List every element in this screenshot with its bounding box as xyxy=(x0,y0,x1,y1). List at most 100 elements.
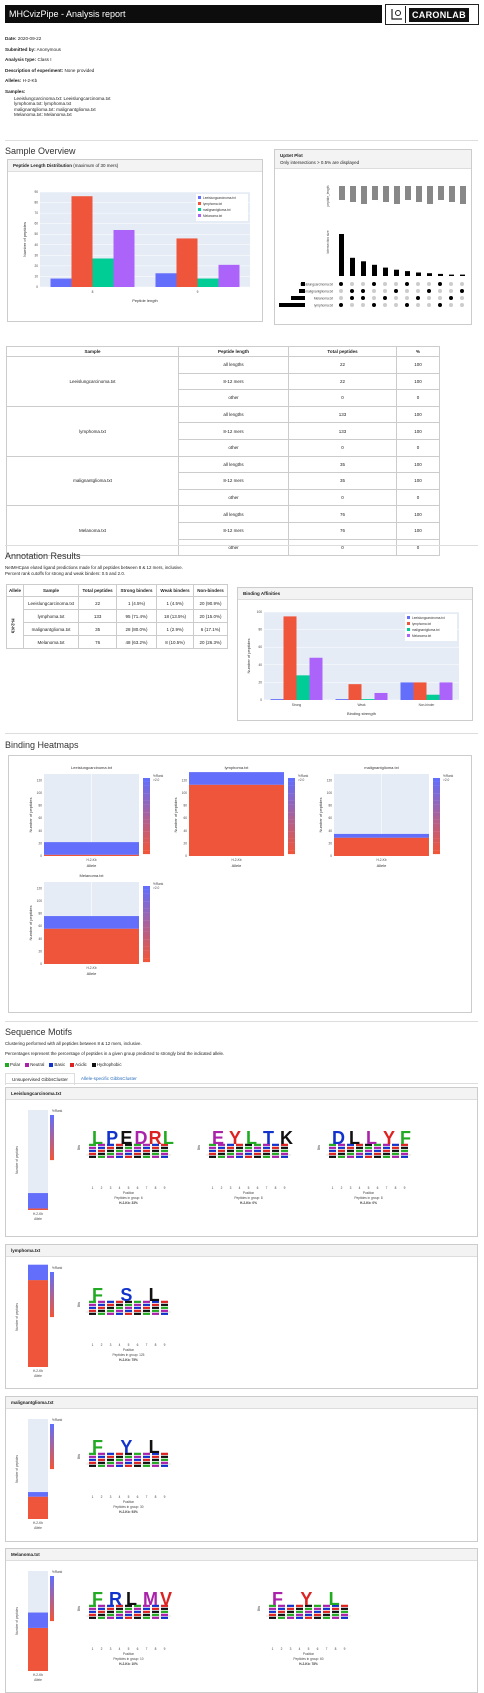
intersection-bar xyxy=(427,273,432,276)
logo-position-tick: 9 xyxy=(404,1186,406,1190)
logo-stack-mark xyxy=(152,1155,159,1158)
colorbar-segment xyxy=(50,1127,54,1131)
colorbar-segment xyxy=(288,827,295,832)
logo-stack-mark xyxy=(227,1149,234,1152)
report-metadata: Date: 2020-09-22 Submitted by: Anonymous… xyxy=(5,36,475,118)
col-header: Sample xyxy=(23,584,80,597)
logo-position-tick: 3 xyxy=(290,1647,292,1651)
logo-letter: Y xyxy=(229,1128,241,1148)
logo-stack-mark xyxy=(218,1146,225,1149)
motif-desc-line: Percentages represent the percentage of … xyxy=(5,1050,225,1056)
matrix-dot xyxy=(438,296,442,300)
logo-stack-mark xyxy=(341,1616,348,1619)
annotation-desc-line: NetMHCpan eluted ligand predictions made… xyxy=(5,565,183,570)
x-tick-label: H-2-Kb xyxy=(33,1673,43,1677)
tab-allele-specific[interactable]: Allele-specific GibbsCluster xyxy=(74,1073,143,1085)
intersection-bar xyxy=(460,274,465,276)
panel-subtitle: (maximum of 30 mers) xyxy=(73,163,119,168)
legend-entry: Melanoma.txt xyxy=(203,214,222,218)
logo-stack-mark xyxy=(338,1143,345,1146)
logo-stack-mark xyxy=(227,1155,234,1158)
logo-stack-mark xyxy=(98,1143,105,1146)
matrix-dot xyxy=(405,296,409,300)
logo-stack-mark xyxy=(161,1613,168,1616)
logo-stack-mark xyxy=(305,1604,312,1607)
logo-letter: L xyxy=(126,1589,137,1609)
percent-cell: 100 xyxy=(396,372,440,391)
logo-stack-mark xyxy=(341,1607,348,1610)
analysis-value: Class I xyxy=(37,57,52,63)
strong-cell: 1 (4.5%) xyxy=(116,596,158,610)
intersection-bar xyxy=(438,273,443,276)
logo-stack-mark xyxy=(116,1155,123,1158)
logo-position-tick: 2 xyxy=(101,1647,103,1651)
logo-stack-mark xyxy=(89,1306,96,1309)
logo-position-tick: 9 xyxy=(164,1495,166,1499)
logo-stack-mark xyxy=(365,1146,372,1149)
colorbar-segment xyxy=(288,789,295,794)
intersection-bar xyxy=(449,274,454,276)
mini-heatmap-cell xyxy=(28,1208,48,1210)
mini-heatmap-cell xyxy=(28,1264,48,1281)
table-row: lymphoma.txt 133 95 (71.4%) 18 (13.5%) 20 (1… xyxy=(7,609,229,623)
logo-stack-mark xyxy=(125,1309,132,1312)
percent-cell: 0 xyxy=(396,389,440,407)
legend-swatch xyxy=(198,208,201,211)
matrix-dot xyxy=(383,303,387,307)
colorbar-segment xyxy=(50,1130,54,1134)
colorbar-segment xyxy=(50,1278,54,1282)
total-cell: 35 xyxy=(78,622,118,636)
x-axis-label: Peptide length xyxy=(132,298,158,303)
colorbar-segment xyxy=(50,1466,54,1470)
mini-heatmap-cell xyxy=(28,1496,48,1519)
sample-summary-table-wrap: Sample Peptide length Total peptides % L… xyxy=(6,346,440,557)
col-header: Strong binders xyxy=(116,584,158,597)
legend-entry: Leeislungcarcinoma.txt xyxy=(203,196,236,200)
length-distribution-mark xyxy=(438,186,444,200)
weak-cell: 1 (2.9%) xyxy=(156,622,194,636)
colorbar-segment xyxy=(50,1281,54,1285)
table-row: Leeislungcarcinoma.txt all lengths 22 100 xyxy=(6,356,440,407)
logo-letter: T xyxy=(263,1128,274,1148)
x-axis-label: Allele xyxy=(34,1374,42,1378)
logo-stack-mark xyxy=(134,1306,141,1309)
logo-allele-caption: H-2-Kb: 75% xyxy=(119,1358,138,1362)
col-header: Weak binders xyxy=(156,584,194,597)
logo-stack-mark xyxy=(98,1146,105,1149)
logo-x-label: Position xyxy=(363,1191,375,1195)
logo-stack-mark xyxy=(209,1146,216,1149)
y-tick-label: 70 xyxy=(34,211,38,215)
colorbar-segment xyxy=(50,1463,54,1467)
logo-stack-mark xyxy=(332,1604,339,1607)
total-cell: 0 xyxy=(288,438,397,457)
tab-unsupervised[interactable]: Unsupervised GibbsCluster xyxy=(5,1073,75,1085)
colorbar-segment xyxy=(143,781,150,786)
y-tick-label: 80 xyxy=(38,804,42,808)
legend-swatch xyxy=(407,622,410,625)
colorbar-segment xyxy=(50,1157,54,1161)
logo-stack-mark xyxy=(152,1616,159,1619)
alleles-value: H-2-Kb xyxy=(22,78,38,84)
logo-x-label: Position xyxy=(123,1652,135,1656)
colorbar-segment xyxy=(50,1302,54,1306)
logo-stack-mark xyxy=(329,1152,336,1155)
logo-stack-mark xyxy=(89,1303,96,1306)
divider xyxy=(5,140,478,141)
logo-stack-mark xyxy=(107,1300,114,1303)
logo-stack-mark xyxy=(134,1464,141,1467)
allele-cell: H-2-Kb xyxy=(5,596,25,649)
total-cell: 76 xyxy=(288,505,397,523)
logo-stack-mark xyxy=(245,1152,252,1155)
logo-stack-mark xyxy=(161,1303,168,1306)
colorbar-segment xyxy=(143,946,150,951)
logo-stack-mark xyxy=(392,1143,399,1146)
logo-stack-mark xyxy=(254,1149,261,1152)
logo-stack-mark xyxy=(383,1146,390,1149)
logo-stack-mark xyxy=(116,1604,123,1607)
logo-x-label: Position xyxy=(243,1191,255,1195)
logo-stack-mark xyxy=(269,1610,276,1613)
y-tick-label: 40 xyxy=(183,829,187,833)
logo-stack-mark xyxy=(152,1149,159,1152)
